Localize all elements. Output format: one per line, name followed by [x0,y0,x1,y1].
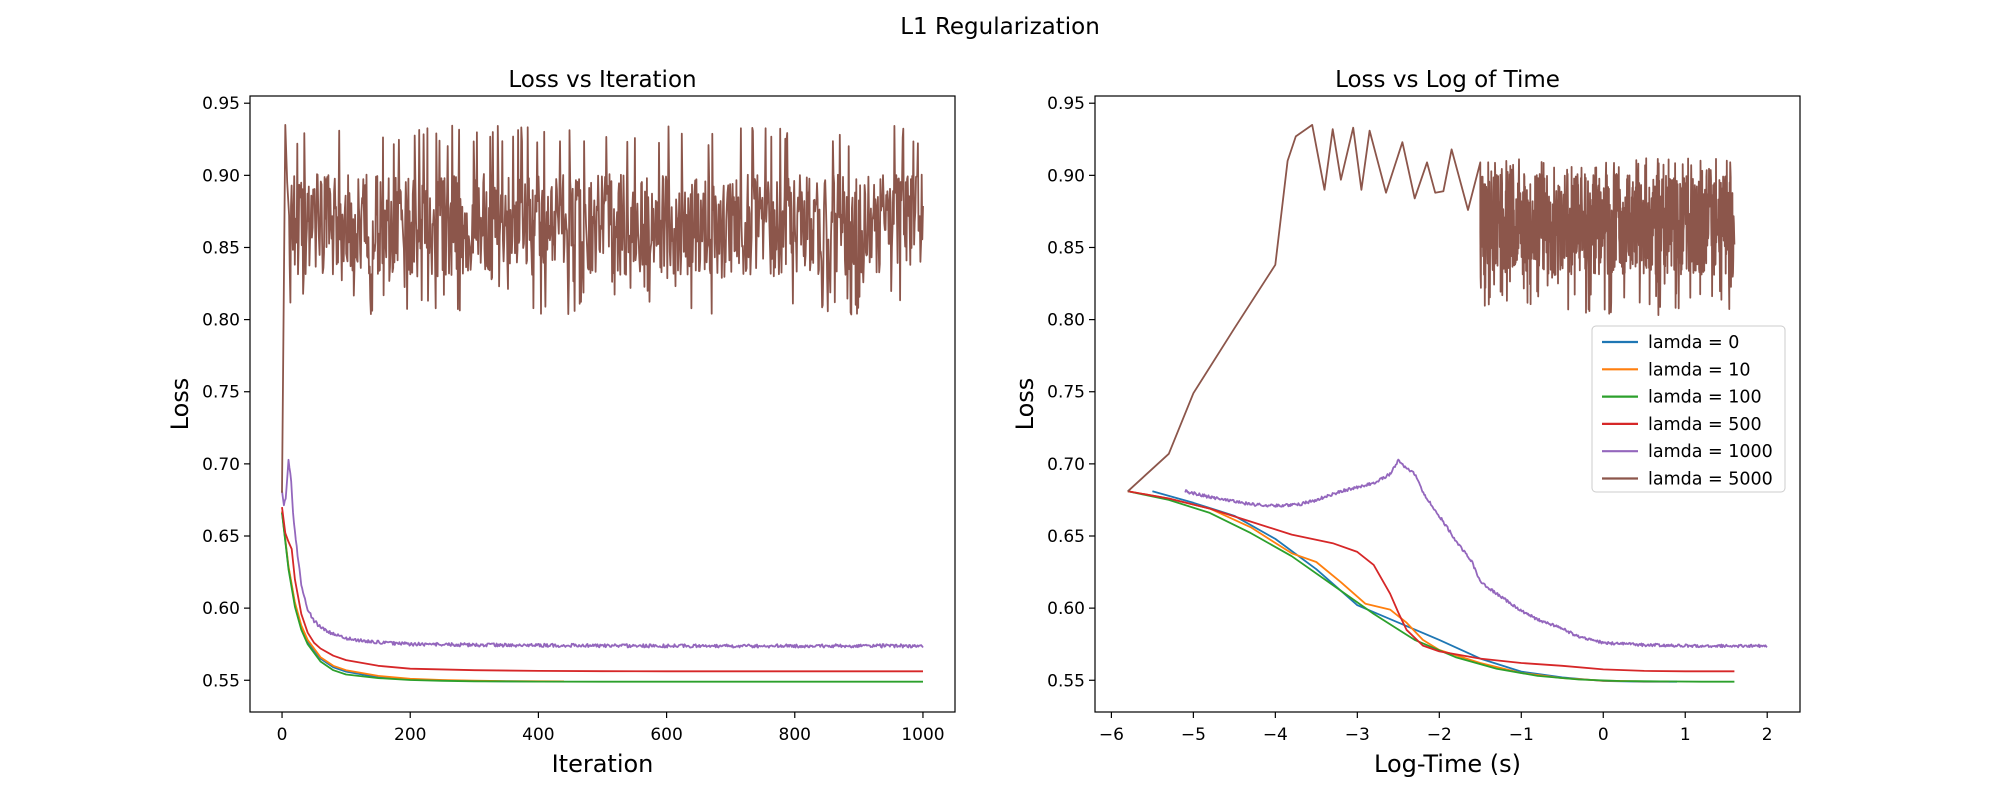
series-line-lamda-100 [1127,490,1735,683]
x-tick-label: −3 [1345,725,1370,745]
y-tick-label: 0.75 [202,383,240,403]
y-tick-label: 0.70 [202,455,240,475]
y-tick-label: 0.60 [202,599,240,619]
y-tick-label: 0.80 [1047,311,1085,331]
y-tick-label: 0.75 [1047,383,1085,403]
y-tick-label: 0.60 [1047,599,1085,619]
series-line-lamda-5000 [281,124,924,493]
x-tick-label: −5 [1181,725,1206,745]
y-tick-label: 0.65 [202,527,240,547]
series-line-lamda-0 [281,511,564,683]
x-tick-label: −6 [1099,725,1124,745]
x-tick-label: 0 [277,725,288,745]
x-tick-label: 1 [1680,725,1691,745]
series-line-lamda-1000 [1184,458,1768,649]
legend-label: lamda = 1000 [1648,442,1773,462]
y-tick-label: 0.90 [202,166,240,186]
chart-loss-vs-log-time: −6 −5 −4 −3 −2 −1 0 1 2 0.55 0.60 0.65 0.70 0.75 0.80 0… [1011,67,1801,778]
legend: lamda = 0 lamda = 10 lamda = 100 lamda = 50… [1591,325,1786,493]
y-tick-label: 0.55 [202,671,240,691]
x-tick-label: 400 [522,725,554,745]
y-tick-label: 0.95 [202,94,240,114]
legend-label: lamda = 0 [1648,333,1739,353]
axes-title: Loss vs Iteration [508,67,696,93]
axes-frame [1094,95,1801,713]
legend-label: lamda = 100 [1648,388,1762,408]
y-tick-label: 0.90 [1047,166,1085,186]
y-tick-label: 0.70 [1047,455,1085,475]
x-tick-label: −1 [1509,725,1534,745]
x-tick-label: 200 [394,725,426,745]
x-tick-label: −2 [1427,725,1452,745]
series-group [281,124,924,683]
series-line-lamda-0 [1152,490,1677,683]
x-tick-label: 0 [1598,725,1609,745]
series-line-lamda-5000 [1127,124,1736,492]
x-tick-label: 600 [650,725,682,745]
y-tick-label: 0.85 [202,238,240,258]
y-tick-label: 0.80 [202,311,240,331]
x-tick-label: −4 [1263,725,1288,745]
y-tick-label: 0.55 [1047,671,1085,691]
series-line-lamda-10 [1127,490,1669,683]
figure-suptitle: L1 Regularization [900,14,1100,40]
y-tick-label: 0.85 [1047,238,1085,258]
chart-loss-vs-iteration: 0 200 400 600 800 1000 0.55 0.60 0.65 0.70 0.75 0.8… [166,67,956,778]
x-tick-label: 2 [1762,725,1773,745]
x-axis-label: Iteration [552,750,654,778]
y-axis-label: Loss [166,378,194,431]
series-line-lamda-500 [1127,490,1735,673]
series-line-lamda-1000 [281,458,924,649]
y-tick-label: 0.65 [1047,527,1085,547]
series-line-lamda-100 [281,512,923,683]
x-tick-label: 800 [779,725,811,745]
legend-label: lamda = 5000 [1648,470,1773,490]
series-line-lamda-10 [281,511,565,683]
axes-title: Loss vs Log of Time [1335,67,1560,93]
axes-frame [249,95,956,713]
legend-label: lamda = 10 [1648,360,1751,380]
series-line-lamda-500 [281,506,923,673]
legend-box [1591,325,1786,493]
series-group [1127,124,1768,683]
y-tick-label: 0.95 [1047,94,1085,114]
legend-label: lamda = 500 [1648,415,1762,435]
y-axis-label: Loss [1011,378,1039,431]
x-tick-label: 1000 [901,725,944,745]
x-axis-label: Log-Time (s) [1374,750,1521,778]
